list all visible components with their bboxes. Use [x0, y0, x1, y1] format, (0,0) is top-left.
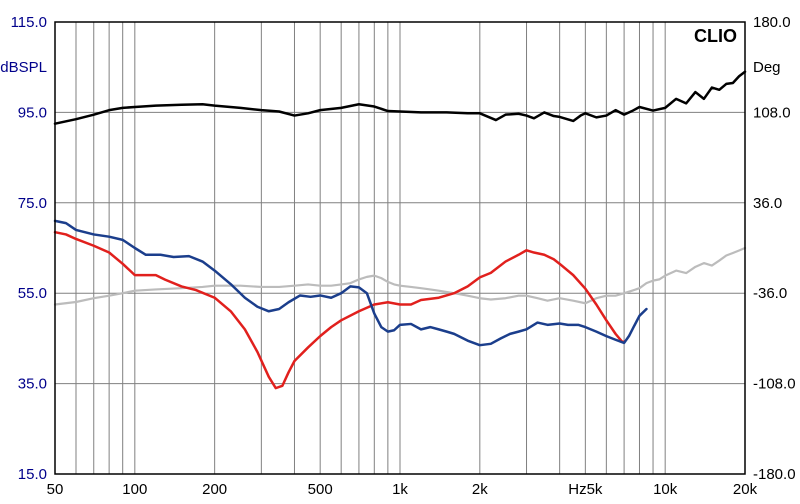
x-tick-label: 500 — [308, 481, 333, 498]
yright-tick-label: -36.0 — [753, 285, 787, 302]
x-tick-label: Hz5k — [568, 481, 603, 498]
x-tick-label: 50 — [47, 481, 64, 498]
brand-label: CLIO — [694, 26, 737, 46]
yright-tick-label: -108.0 — [753, 376, 796, 393]
yleft-tick-label: 55.0 — [18, 285, 47, 302]
x-tick-label: 2k — [472, 481, 488, 498]
yleft-tick-label: 75.0 — [18, 195, 47, 212]
x-tick-label: 20k — [733, 481, 758, 498]
yleft-tick-label: 115.0 — [11, 14, 47, 31]
chart-canvas: 50 100 200 500 1k 2k Hz5k 10k 20k 15.0 35.0 55.0 75.… — [0, 0, 800, 504]
yright-unit-label: Deg — [753, 59, 781, 76]
yleft-unit-label: dBSPL — [0, 59, 47, 76]
yright-tick-label: -180.0 — [753, 466, 796, 483]
yright-tick-label: 36.0 — [753, 195, 782, 212]
yleft-tick-label: 35.0 — [18, 376, 47, 393]
yright-tick-label: 108.0 — [753, 104, 791, 121]
yleft-tick-label: 95.0 — [18, 104, 47, 121]
x-tick-label: 200 — [202, 481, 227, 498]
frequency-response-chart: 50 100 200 500 1k 2k Hz5k 10k 20k 15.0 35.0 55.0 75.… — [0, 0, 800, 504]
x-tick-label: 1k — [392, 481, 408, 498]
x-tick-label: 100 — [122, 481, 147, 498]
yleft-tick-label: 15.0 — [18, 466, 47, 483]
yright-tick-label: 180.0 — [753, 14, 791, 31]
x-tick-label: 10k — [653, 481, 678, 498]
